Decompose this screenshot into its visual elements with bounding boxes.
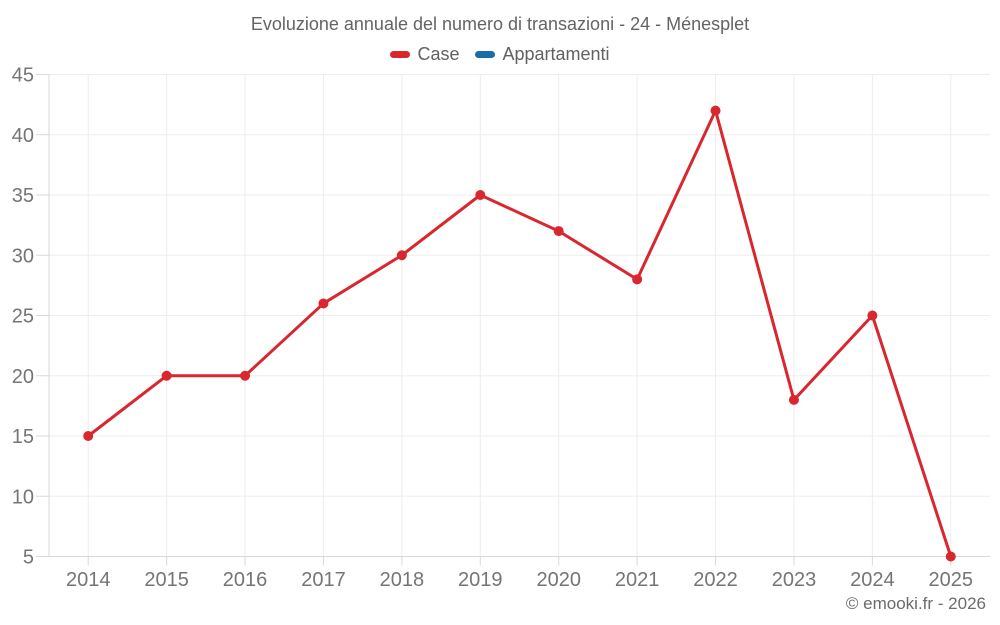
chart-title: Evoluzione annuale del numero di transaz… bbox=[250, 14, 750, 34]
x-tick-label: 2016 bbox=[223, 569, 268, 591]
y-tick-label: 10 bbox=[12, 486, 34, 508]
legend-item-appartamenti[interactable]: Appartamenti bbox=[475, 44, 610, 65]
x-tick-label: 2019 bbox=[458, 569, 503, 591]
legend-swatch-case-icon bbox=[390, 51, 411, 58]
x-tick-label: 2025 bbox=[929, 569, 974, 591]
copyright: © emooki.fr - 2026 bbox=[845, 594, 986, 613]
data-point-marker[interactable] bbox=[475, 190, 486, 200]
x-tick-label: 2024 bbox=[850, 569, 895, 591]
x-tick-label: 2014 bbox=[66, 569, 111, 591]
x-tick-label: 2022 bbox=[693, 569, 738, 591]
y-tick-label: 40 bbox=[12, 125, 34, 147]
y-tick-label: 25 bbox=[12, 306, 34, 328]
legend-label-appartamenti: Appartamenti bbox=[502, 44, 610, 64]
data-point-marker[interactable] bbox=[396, 250, 407, 261]
y-tick-label: 30 bbox=[12, 245, 34, 267]
y-tick-label: 35 bbox=[12, 185, 34, 207]
legend: Case Appartamenti bbox=[0, 44, 1000, 65]
x-tick-label: 2018 bbox=[380, 569, 425, 591]
x-tick-label: 2017 bbox=[301, 569, 346, 591]
data-point-marker[interactable] bbox=[788, 394, 799, 405]
x-tick-label: 2015 bbox=[144, 569, 189, 591]
data-point-marker[interactable] bbox=[318, 298, 329, 309]
legend-swatch-appartamenti-icon bbox=[475, 51, 496, 58]
series-line-case bbox=[86, 109, 953, 558]
y-tick-label: 15 bbox=[12, 426, 34, 448]
data-point-marker[interactable] bbox=[240, 370, 251, 381]
x-tick-label: 2020 bbox=[536, 569, 581, 591]
legend-item-case[interactable]: Case bbox=[390, 44, 459, 65]
data-point-marker[interactable] bbox=[553, 226, 564, 237]
x-tick-label: 2023 bbox=[772, 569, 817, 591]
data-point-marker[interactable] bbox=[632, 274, 643, 285]
data-point-marker[interactable] bbox=[945, 551, 956, 562]
legend-label-case: Case bbox=[417, 44, 460, 64]
y-tick-label: 45 bbox=[12, 65, 34, 87]
data-point-marker[interactable] bbox=[710, 105, 721, 116]
data-point-marker[interactable] bbox=[83, 431, 94, 441]
data-point-marker[interactable] bbox=[867, 310, 878, 321]
y-tick-label: 5 bbox=[23, 547, 34, 569]
y-tick-label: 20 bbox=[12, 366, 34, 388]
data-point-marker[interactable] bbox=[161, 370, 172, 381]
x-tick-label: 2021 bbox=[615, 569, 660, 591]
